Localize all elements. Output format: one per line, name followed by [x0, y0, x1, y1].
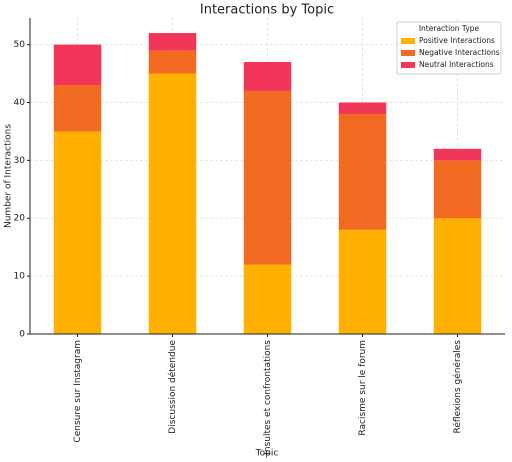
bar-segment	[53, 44, 102, 86]
bar-segment	[53, 131, 102, 334]
legend-title: Interaction Type	[419, 24, 480, 33]
bar-segment	[148, 50, 197, 74]
bar-segment	[433, 148, 482, 161]
bar-segment	[243, 264, 292, 334]
bar-segment	[338, 229, 387, 334]
bar-segment	[148, 73, 197, 335]
chart-title: Interactions by Topic	[200, 3, 334, 18]
x-tick-label: Discussion détendue	[167, 340, 178, 434]
legend-swatch	[401, 62, 415, 68]
bar-segment	[243, 61, 292, 91]
bar-segment	[148, 33, 197, 51]
y-tick-label: 10	[14, 272, 26, 282]
y-tick-label: 50	[14, 40, 26, 50]
bar-segment	[433, 160, 482, 219]
y-tick-label: 30	[14, 156, 26, 166]
legend-box	[396, 21, 502, 75]
y-tick-label: 40	[14, 98, 26, 108]
x-axis-label: Topic	[255, 449, 279, 459]
y-tick-label: 0	[19, 330, 25, 340]
x-tick-label: Racisme sur le forum	[358, 340, 368, 436]
bar-segment	[338, 102, 387, 115]
legend-label: Neutral Interactions	[419, 60, 494, 69]
bar-segment	[243, 90, 292, 265]
x-tick-label: Censure sur Instagram	[73, 340, 83, 443]
bar-segment	[53, 85, 102, 132]
bar-segment	[433, 218, 482, 334]
legend-label: Positive Interactions	[419, 36, 495, 45]
x-tick-label: Insultes et confrontations	[263, 340, 273, 455]
y-axis-label: Number of Interactions	[4, 124, 14, 228]
bar-segment	[338, 114, 387, 230]
legend-swatch	[401, 50, 415, 56]
x-tick-label: Réflexions générales	[452, 340, 463, 434]
y-tick-label: 20	[14, 214, 26, 224]
legend-swatch	[401, 38, 415, 44]
legend-label: Negative Interactions	[419, 48, 500, 57]
